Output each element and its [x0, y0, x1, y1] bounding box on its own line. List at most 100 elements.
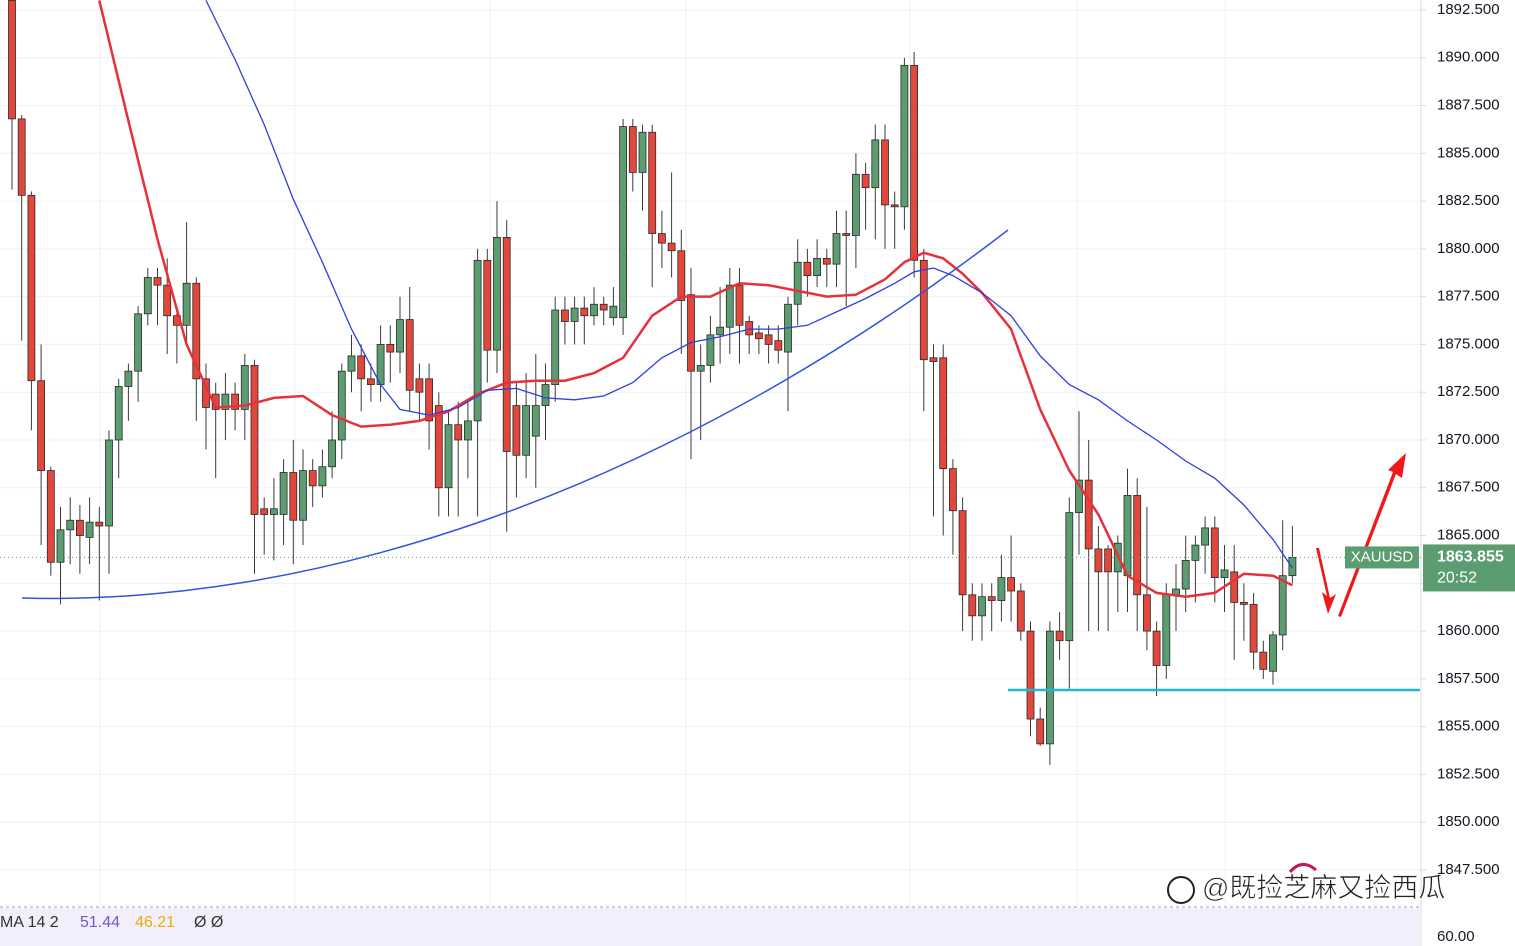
candle-body: [609, 305, 618, 319]
candle-body: [1269, 634, 1277, 672]
y-tick-label: 1885.000: [1437, 144, 1500, 161]
candle-body: [842, 233, 851, 236]
y-tick-label: 1872.500: [1437, 383, 1500, 400]
indicator-tick-label: 60.00: [1437, 928, 1475, 945]
candle-body: [968, 594, 977, 617]
candle-body: [493, 236, 501, 351]
candle-body: [512, 405, 521, 456]
candle-body: [541, 384, 550, 406]
candle-body: [716, 326, 724, 336]
candle-body: [774, 340, 783, 351]
candle-body: [910, 64, 918, 261]
candle-body: [1249, 603, 1258, 653]
candle-body: [56, 529, 65, 563]
y-tick-label: 1890.000: [1437, 49, 1500, 66]
candle-body: [17, 118, 26, 196]
watermark-icon: [1167, 876, 1195, 904]
candle-body: [658, 233, 666, 244]
candle-body: [919, 259, 928, 361]
candle-body: [648, 131, 657, 234]
candle-body: [1036, 718, 1045, 745]
y-tick-label: 1867.500: [1437, 479, 1500, 496]
candle-body: [1220, 569, 1229, 578]
candle-body: [279, 472, 288, 515]
candle-body: [861, 173, 870, 189]
candle-body: [561, 309, 569, 322]
candle-body: [1152, 630, 1161, 666]
candle-body: [1007, 577, 1015, 592]
y-tick-label: 1880.000: [1437, 240, 1500, 257]
candle-body: [337, 370, 346, 441]
candle-body: [590, 303, 598, 317]
candle-body: [299, 470, 307, 521]
candle-body: [619, 126, 627, 319]
candle-body: [192, 282, 201, 380]
candle-body: [531, 405, 540, 437]
candle-body: [1065, 512, 1074, 642]
candle-body: [735, 284, 744, 326]
candle-body: [502, 236, 511, 452]
candle-body: [1075, 479, 1083, 514]
candle-body: [939, 357, 948, 470]
candle-body: [696, 365, 705, 372]
candle-body: [1104, 548, 1112, 573]
y-tick-label: 1877.500: [1437, 288, 1500, 305]
candle-body: [599, 303, 608, 311]
watermark: @既捡芝麻又捡西瓜: [1167, 863, 1446, 904]
candle-body: [153, 277, 162, 286]
y-tick-label: 1865.000: [1437, 527, 1500, 544]
candle-body: [900, 64, 909, 208]
candle-body: [357, 355, 366, 380]
y-tick-label: 1860.000: [1437, 622, 1500, 639]
candles: [8, 0, 1297, 765]
candle-body: [1133, 495, 1142, 596]
y-tick-label: 1852.500: [1437, 765, 1500, 782]
candle-body: [386, 344, 395, 353]
y-tick-label: 1887.500: [1437, 96, 1500, 113]
candle-body: [958, 510, 967, 596]
candle-body: [231, 393, 240, 410]
candle-body: [1046, 630, 1054, 745]
candle-body: [260, 508, 269, 515]
candle-body: [415, 378, 424, 393]
candle-body: [580, 307, 589, 317]
watermark-text: @既捡芝麻又捡西瓜: [1202, 873, 1445, 903]
candle-body: [1288, 557, 1297, 577]
candle-body: [987, 596, 996, 601]
candle-body: [114, 386, 123, 441]
candle-body: [667, 242, 676, 252]
candle-body: [8, 0, 16, 120]
price-label: 1863.855: [1437, 549, 1504, 566]
candle-body: [628, 126, 637, 173]
candle-body: [434, 405, 443, 489]
candle-body: [881, 139, 889, 206]
candle-body: [1259, 651, 1268, 670]
candle-body: [706, 334, 715, 366]
candle-body: [366, 378, 375, 385]
candle-body: [27, 194, 36, 382]
candle-body: [638, 131, 647, 173]
candle-body: [66, 519, 75, 531]
candle-body: [396, 319, 404, 353]
candle-body: [1162, 594, 1171, 666]
symbol-label: XAUUSD: [1351, 548, 1414, 565]
candle-body: [46, 470, 55, 563]
candle-body: [240, 365, 249, 410]
countdown-label: 20:52: [1437, 570, 1477, 587]
candle-body: [454, 424, 463, 441]
time-grid: [99, 0, 1226, 946]
y-tick-label: 1850.000: [1437, 813, 1500, 830]
candle-body: [163, 284, 172, 317]
candle-body: [890, 204, 899, 208]
candle-body: [764, 334, 773, 345]
candle-body: [85, 521, 94, 538]
price-badge: [1423, 544, 1515, 592]
moving-average: [98, 0, 1293, 598]
candle-body: [182, 282, 191, 326]
candle-body: [143, 277, 152, 315]
candle-body: [405, 319, 414, 391]
y-tick-label: 1870.000: [1437, 431, 1500, 448]
candle-body: [522, 405, 530, 456]
